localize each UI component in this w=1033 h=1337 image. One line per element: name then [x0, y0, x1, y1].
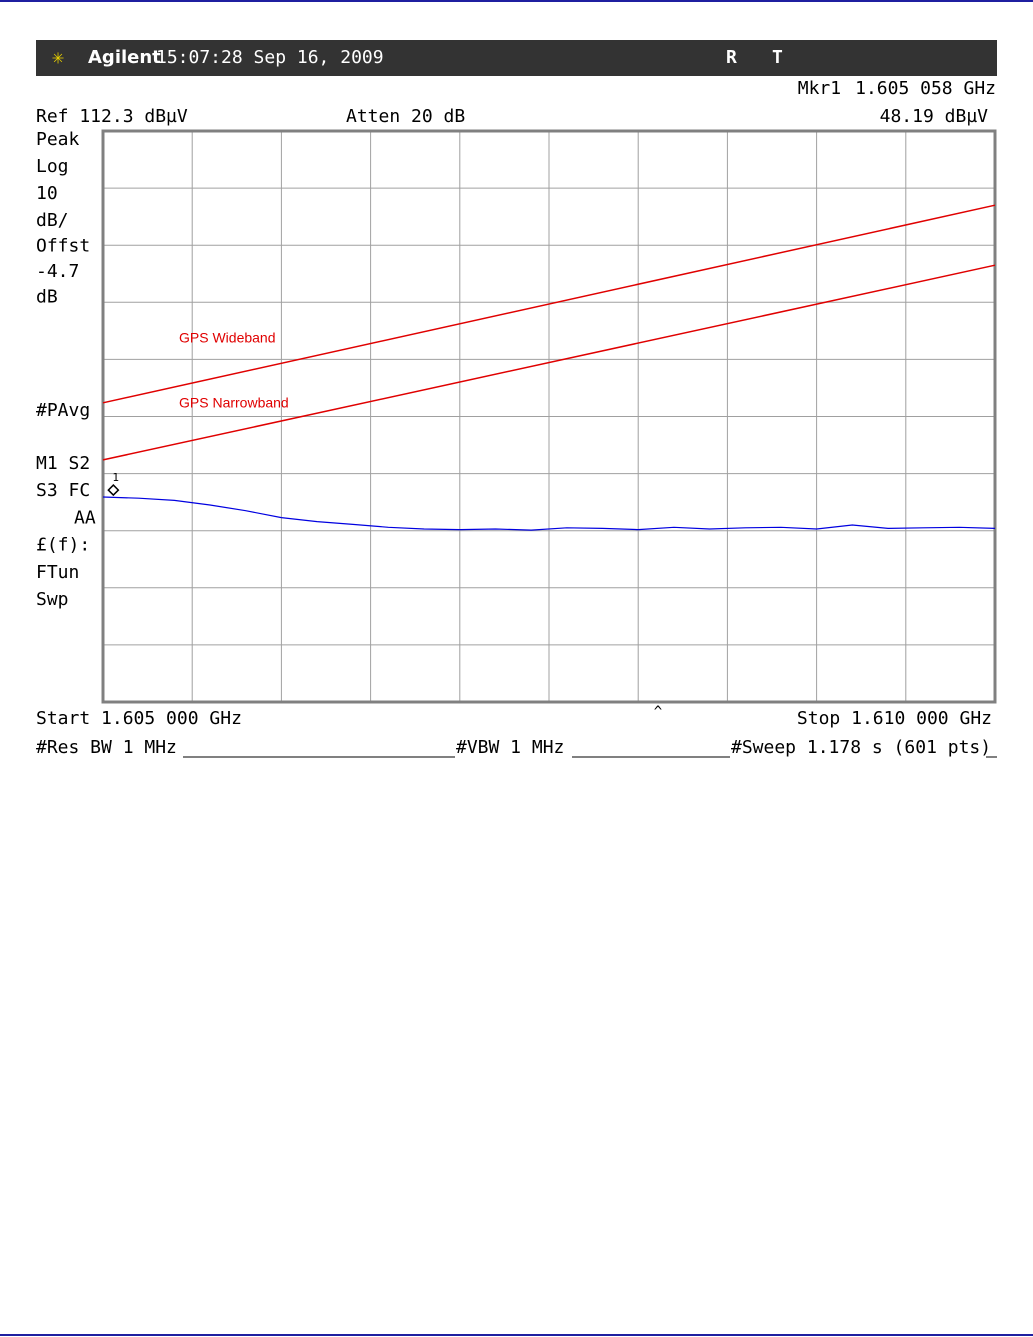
- side-label: AA: [74, 507, 96, 528]
- side-label: dB/: [36, 210, 69, 231]
- marker: [107, 484, 120, 497]
- side-label: M1 S2: [36, 453, 90, 474]
- start-freq: Start 1.605 000 GHz: [36, 708, 242, 729]
- center-caret: ^: [654, 704, 662, 720]
- side-label: #PAvg: [36, 400, 90, 421]
- plot-frame: [101, 129, 997, 704]
- limit-line: [102, 264, 996, 461]
- res-bw: #Res BW 1 MHz: [36, 737, 177, 758]
- header-bar: [36, 40, 997, 76]
- side-label: Swp: [36, 589, 69, 610]
- status-t: T: [772, 47, 783, 68]
- stop-freq: Stop 1.610 000 GHz: [797, 708, 992, 729]
- logo: ✳: [52, 45, 64, 69]
- side-label: dB: [36, 287, 58, 308]
- limit-label: GPS Narrowband: [179, 395, 289, 411]
- side-label: Offst: [36, 236, 90, 257]
- marker-name: Mkr1: [798, 78, 841, 99]
- status-r: R: [726, 47, 737, 68]
- side-label: 10: [36, 183, 58, 204]
- marker-readout: Mkr1 1.605 058 GHz: [798, 78, 996, 99]
- limit-label: GPS Wideband: [179, 329, 276, 345]
- side-label: Peak: [36, 129, 80, 150]
- marker-id: 1: [112, 471, 119, 484]
- side-label: FTun: [36, 562, 79, 583]
- limit-line: [102, 204, 996, 404]
- sweep: #Sweep 1.178 s (601 pts): [731, 737, 991, 758]
- side-label: Log: [36, 156, 69, 177]
- attenuation: Atten 20 dB: [346, 106, 465, 127]
- timestamp: 15:07:28 Sep 16, 2009: [156, 47, 384, 68]
- marker-freq: 1.605 058 GHz: [855, 78, 996, 99]
- vbw: #VBW 1 MHz: [456, 737, 564, 758]
- side-label: -4.7: [36, 261, 79, 282]
- trace: [102, 496, 996, 531]
- marker-value: 48.19 dBµV: [880, 106, 989, 127]
- side-label: S3 FC: [36, 480, 90, 501]
- brand: Agilent: [88, 47, 161, 68]
- ref-level: Ref 112.3 dBµV: [36, 106, 188, 127]
- side-label: £(f):: [36, 535, 90, 556]
